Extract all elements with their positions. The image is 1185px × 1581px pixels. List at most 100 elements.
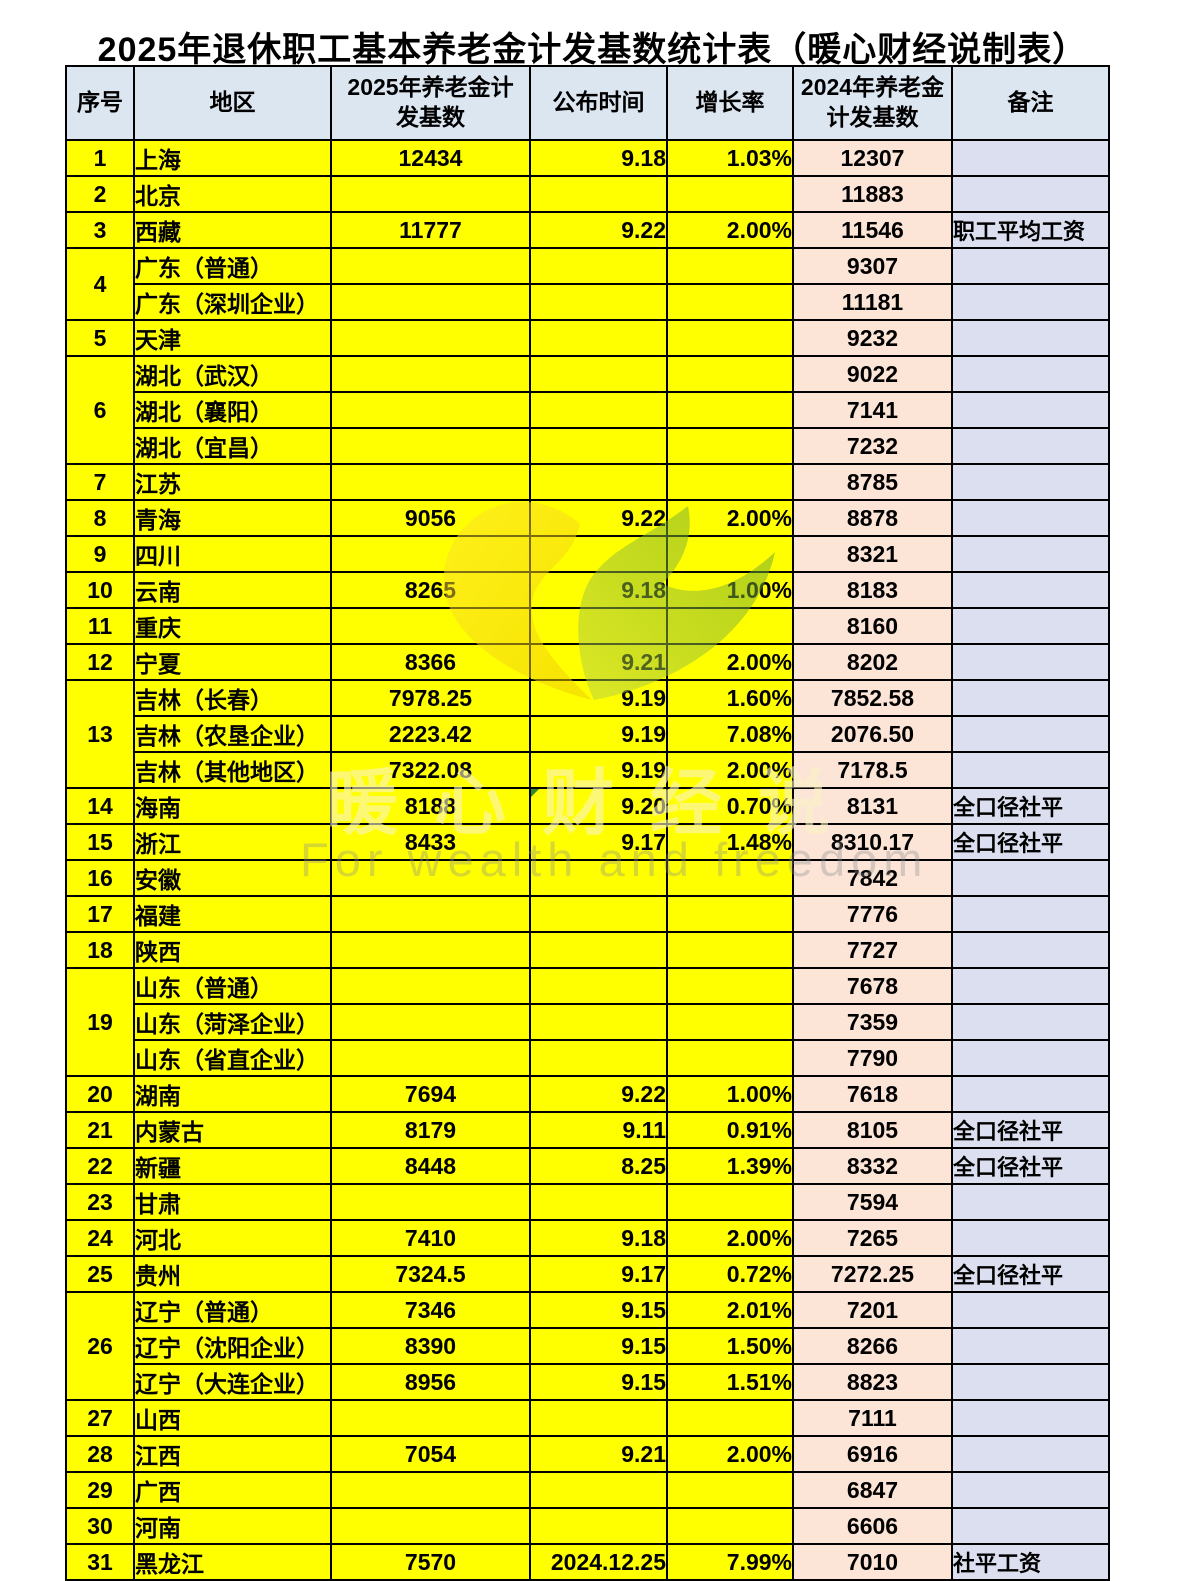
- table-row: 11 重庆 8160: [65, 607, 1110, 645]
- cell-remark: 全口径社平: [951, 787, 1110, 825]
- cell-base-2025: 8448: [330, 1147, 531, 1185]
- cell-remark: [951, 535, 1110, 573]
- cell-publish-date: [529, 283, 668, 321]
- cell-publish-date: [529, 931, 668, 969]
- cell-index: 25: [65, 1255, 135, 1293]
- cell-publish-date: [529, 355, 668, 393]
- table-row: 25 贵州 7324.5 9.17 0.72% 7272.25 全口径社平: [65, 1255, 1110, 1293]
- cell-base-2025: 8265: [330, 571, 531, 609]
- cell-remark: [951, 1219, 1110, 1257]
- cell-publish-date: 9.17: [529, 823, 668, 861]
- cell-base-2025: 8366: [330, 643, 531, 681]
- col-header-index: 序号: [65, 65, 135, 141]
- cell-base-2024: 8310.17: [792, 823, 953, 861]
- cell-base-2024: 7141: [792, 391, 953, 429]
- table-row: 湖北（宜昌） 7232: [66, 427, 1110, 465]
- header-row: 序号 地区 2025年养老金计 发基数 公布时间 增长率 2024年养老金 计发…: [65, 65, 1110, 141]
- cell-index: 14: [65, 787, 135, 825]
- cell-region: 辽宁（普通）: [133, 1291, 332, 1329]
- cell-index: 7: [65, 463, 135, 501]
- cell-base-2024: 7594: [792, 1183, 953, 1221]
- cell-index: 22: [65, 1147, 135, 1185]
- cell-index: 26: [65, 1291, 135, 1401]
- cell-base-2024: 11546: [792, 211, 953, 249]
- cell-base-2025: 8179: [330, 1111, 531, 1149]
- table-row: 17 福建 7776: [65, 895, 1110, 933]
- cell-base-2025: [330, 1399, 531, 1437]
- cell-region: 山东（普通）: [133, 967, 332, 1005]
- cell-index: 17: [65, 895, 135, 933]
- cell-base-2024: 8878: [792, 499, 953, 537]
- cell-base-2024: 7776: [792, 895, 953, 933]
- cell-base-2025: [330, 535, 531, 573]
- table-row: 湖北（襄阳） 7141: [66, 391, 1110, 429]
- cell-region: 湖北（武汉）: [133, 355, 332, 393]
- cell-publish-date: 9.15: [529, 1291, 668, 1329]
- cell-publish-date: [529, 535, 668, 573]
- cell-growth-rate: [666, 1003, 794, 1041]
- cell-remark: 全口径社平: [951, 1147, 1110, 1185]
- table-row: 27 山西 7111: [65, 1399, 1110, 1437]
- table-row: 10 云南 8265 9.18 1.00% 8183: [65, 571, 1110, 609]
- cell-region: 四川: [133, 535, 332, 573]
- cell-index: 30: [65, 1507, 135, 1545]
- cell-growth-rate: [666, 1183, 794, 1221]
- cell-publish-date: [529, 1471, 668, 1509]
- cell-region: 天津: [133, 319, 332, 357]
- cell-region: 河北: [133, 1219, 332, 1257]
- cell-region: 湖北（襄阳）: [133, 391, 332, 429]
- table-row: 5 天津 9232: [65, 319, 1110, 357]
- cell-index: 5: [65, 319, 135, 357]
- cell-publish-date: [529, 175, 668, 213]
- table-row: 山东（省直企业） 7790: [66, 1039, 1110, 1077]
- cell-growth-rate: 0.70%: [666, 787, 794, 825]
- cell-remark: [951, 247, 1110, 285]
- table-row: 13 吉林（长春） 7978.25 9.19 1.60% 7852.58: [65, 679, 1110, 789]
- table-row: 4 广东（普通） 9307: [65, 247, 1110, 321]
- cell-remark: [951, 1327, 1110, 1365]
- cell-region: 黑龙江: [133, 1543, 332, 1581]
- cell-remark: [951, 1507, 1110, 1545]
- cell-publish-date: 9.18: [529, 139, 668, 177]
- col-header-base-2024: 2024年养老金 计发基数: [792, 65, 953, 141]
- cell-base-2025: 7410: [330, 1219, 531, 1257]
- cell-remark: [951, 571, 1110, 609]
- table-row: 12 宁夏 8366 9.21 2.00% 8202: [65, 643, 1110, 681]
- col-header-remark: 备注: [951, 65, 1110, 141]
- table-row: 26 辽宁（普通） 7346 9.15 2.01% 7201: [65, 1291, 1110, 1401]
- cell-region: 吉林（农垦企业）: [133, 715, 332, 753]
- cell-base-2025: 8188: [330, 787, 531, 825]
- table-row: 辽宁（沈阳企业） 8390 9.15 1.50% 8266: [66, 1327, 1110, 1365]
- cell-base-2025: 8956: [330, 1363, 531, 1401]
- cell-base-2025: 8390: [330, 1327, 531, 1365]
- cell-base-2024: 7678: [792, 967, 953, 1005]
- cell-base-2024: 7359: [792, 1003, 953, 1041]
- cell-base-2024: 9307: [792, 247, 953, 285]
- cell-base-2025: [330, 967, 531, 1005]
- cell-base-2024: 7010: [792, 1543, 953, 1581]
- cell-base-2024: 8105: [792, 1111, 953, 1149]
- cell-publish-date: [529, 1399, 668, 1437]
- table-header: 序号 地区 2025年养老金计 发基数 公布时间 增长率 2024年养老金 计发…: [65, 65, 1110, 141]
- cell-base-2025: [330, 319, 531, 357]
- cell-base-2024: 7727: [792, 931, 953, 969]
- cell-base-2024: 7618: [792, 1075, 953, 1113]
- cell-region: 辽宁（沈阳企业）: [133, 1327, 332, 1365]
- cell-growth-rate: 2.00%: [666, 751, 794, 789]
- cell-base-2025: 7346: [330, 1291, 531, 1329]
- cell-base-2024: 8332: [792, 1147, 953, 1185]
- cell-growth-rate: [666, 283, 794, 321]
- cell-region: 山东（省直企业）: [133, 1039, 332, 1077]
- cell-remark: 社平工资: [951, 1543, 1110, 1581]
- cell-region: 江苏: [133, 463, 332, 501]
- table-row: 19 山东（普通） 7678: [65, 967, 1110, 1077]
- cell-index: 1: [65, 139, 135, 177]
- cell-region: 青海: [133, 499, 332, 537]
- cell-publish-date: [529, 427, 668, 465]
- cell-region: 吉林（长春）: [133, 679, 332, 717]
- cell-remark: [951, 1003, 1110, 1041]
- cell-region: 新疆: [133, 1147, 332, 1185]
- cell-base-2024: 9232: [792, 319, 953, 357]
- cell-base-2025: [330, 355, 531, 393]
- col-header-growth-rate: 增长率: [666, 65, 794, 141]
